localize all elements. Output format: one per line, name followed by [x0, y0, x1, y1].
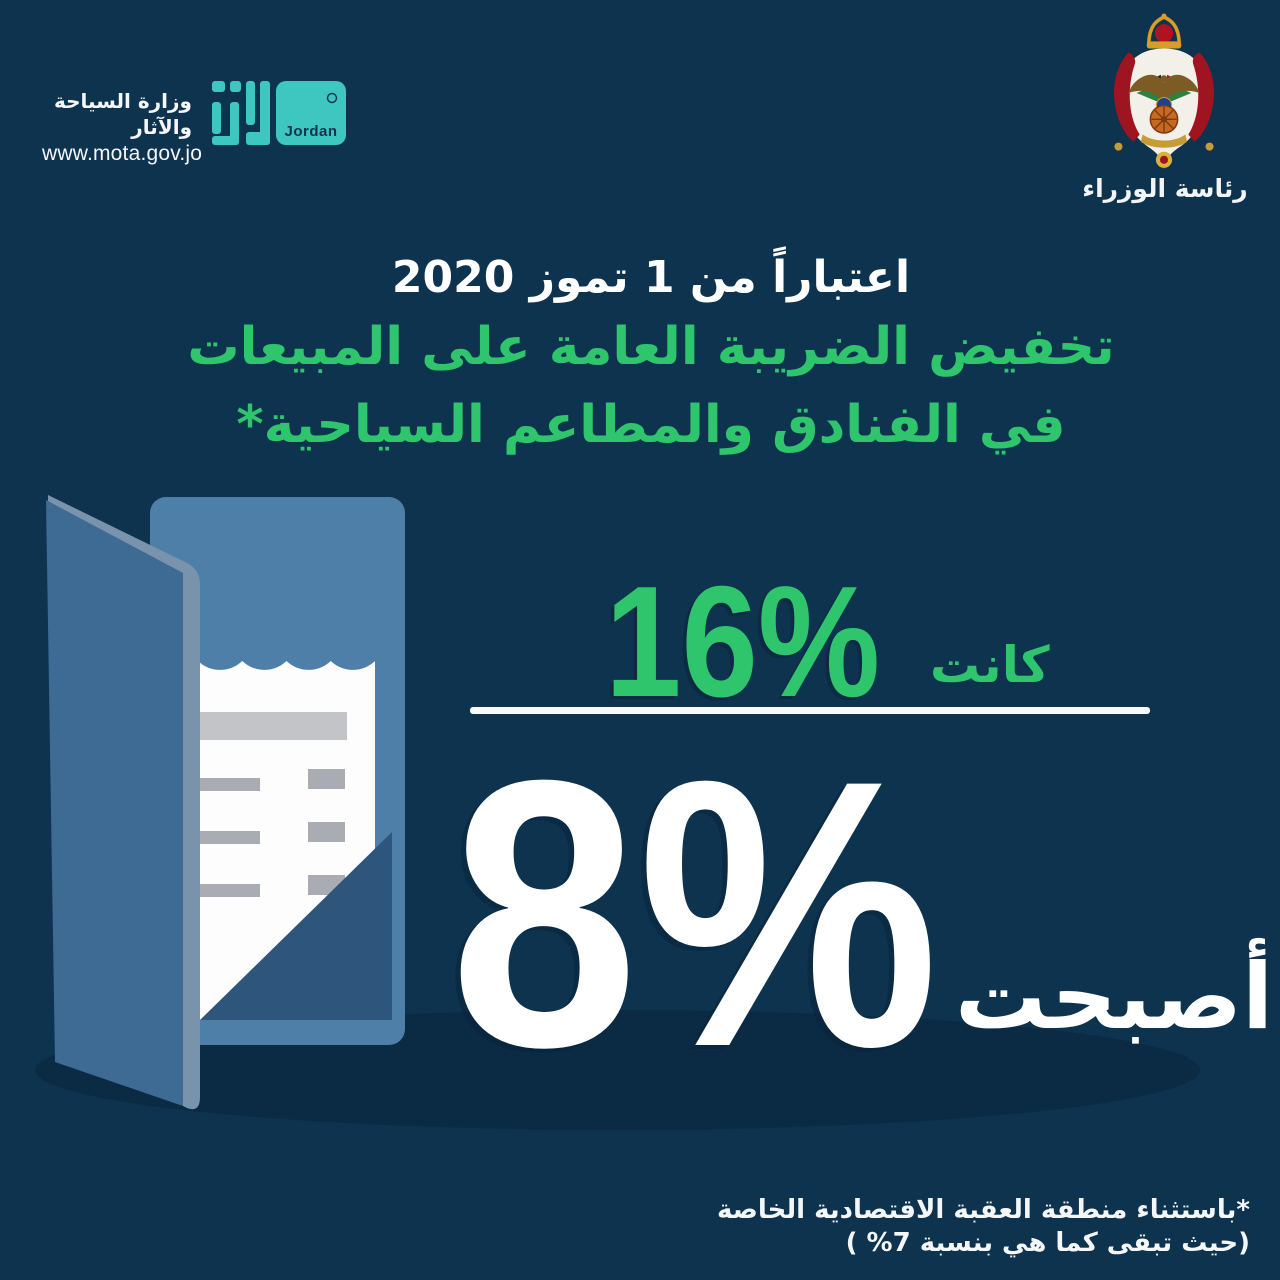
ministry-block: وزارة السياحة والآثار www.mota.gov.jo: [42, 88, 203, 167]
cover-edge: [48, 495, 200, 1110]
old-rate-label: كانت: [930, 636, 1050, 694]
rate-divider-line: [470, 707, 1150, 714]
kufic-calligraphy-icon: [212, 81, 270, 145]
crest-drapes: [1114, 52, 1214, 151]
registered-mark-icon: [326, 92, 338, 104]
footnote: *باستثناء منطقة العقبة الاقتصادية الخاصة…: [690, 1194, 1250, 1260]
headline-title-line1: تخفيض الضريبة العامة على المبيعات: [187, 317, 1115, 377]
prime-ministry-caption: رئاسة الوزراء: [1082, 174, 1248, 203]
effective-date-line: اعتباراً من 1 تموز 2020: [391, 252, 911, 303]
footnote-line2: (حيث تبقى كما هي بنسبة 7% ): [845, 1228, 1250, 1258]
headline-title-line2: في الفنادق والمطاعم السياحية*: [236, 395, 1066, 455]
ministry-name: وزارة السياحة والآثار: [53, 89, 192, 139]
jordan-logo-text: Jordan: [284, 123, 337, 140]
royal-crest-icon: [1114, 13, 1214, 169]
old-rate-value: 16%: [605, 554, 881, 730]
footnote-line1: *باستثناء منطقة العقبة الاقتصادية الخاصة: [717, 1195, 1250, 1225]
crest-order-star: [1155, 151, 1173, 168]
ministry-website: www.mota.gov.jo: [42, 142, 203, 165]
new-rate-label: أصبحت: [955, 945, 1274, 1050]
crest-wreath: [1140, 134, 1188, 148]
new-rate-value: 8%: [450, 701, 939, 1126]
cover-flap: [46, 500, 183, 1106]
crest-crown: [1146, 13, 1182, 49]
bill-folder-illustration: [46, 495, 405, 1110]
folded-corner: [200, 832, 392, 1020]
jordan-logo-square: [276, 81, 346, 145]
jordan-brand-logo: Jordan: [212, 81, 346, 145]
crest-wheel-shield: [1149, 104, 1179, 134]
